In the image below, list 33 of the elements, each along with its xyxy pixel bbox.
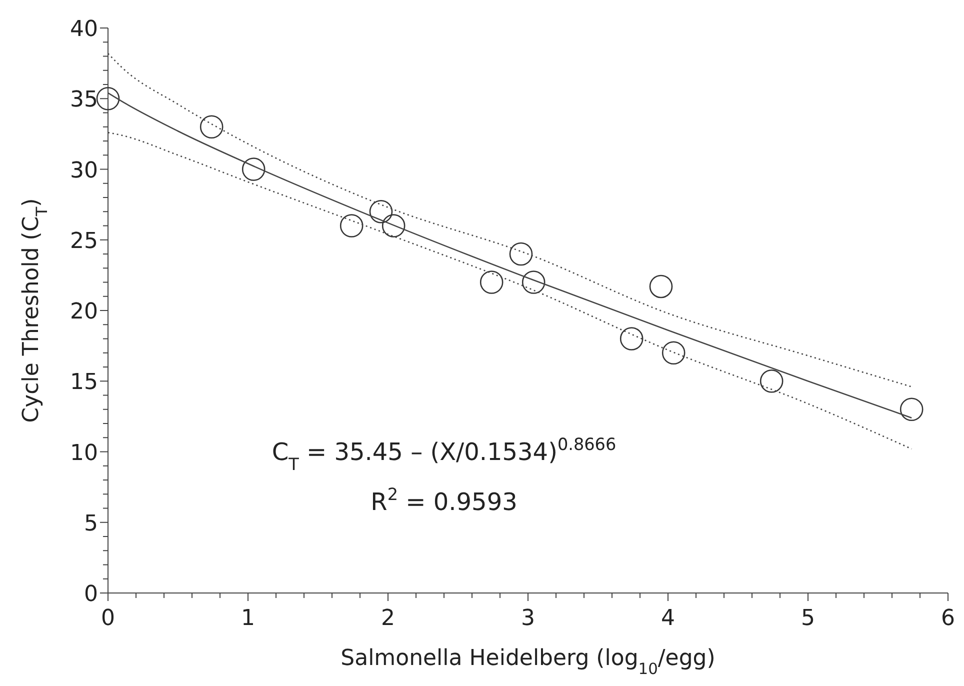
point xyxy=(96,86,120,110)
y-tick-label: 10 xyxy=(70,440,98,466)
point xyxy=(480,270,504,294)
y-tick-label: 5 xyxy=(84,511,98,536)
x-tick-label: 3 xyxy=(521,606,535,631)
point xyxy=(369,200,393,224)
point xyxy=(649,274,673,298)
annotation: C$_{T}$ = 35.45 – (X/0.1534)$^{0.8666}$ xyxy=(272,434,616,474)
point xyxy=(620,327,644,350)
x-tick-label: 6 xyxy=(941,606,955,631)
point xyxy=(200,115,224,139)
point xyxy=(662,341,686,365)
point xyxy=(382,214,406,238)
y-tick-label: 20 xyxy=(70,300,98,324)
y-tick-label: 30 xyxy=(70,158,98,184)
y-tick-label: 35 xyxy=(70,88,98,113)
x-tick-label: 5 xyxy=(801,606,815,631)
x-tick-label: 2 xyxy=(381,606,395,631)
y-tick-label: 0 xyxy=(84,582,98,607)
point xyxy=(760,369,784,393)
x-tick-label: 0 xyxy=(101,606,115,631)
point xyxy=(340,214,364,238)
point xyxy=(509,242,533,266)
y-tick-label: 25 xyxy=(70,228,98,254)
point xyxy=(522,270,546,294)
point xyxy=(900,398,924,422)
x-tick-label: 1 xyxy=(241,606,255,631)
annotation: R$^{2}$ = 0.9593 xyxy=(370,484,518,516)
point xyxy=(242,158,266,181)
x-tick-label: 4 xyxy=(661,606,675,631)
y-tick-label: 15 xyxy=(70,370,98,396)
y-tick-label: 40 xyxy=(70,17,98,42)
x-axis-title: Salmonella Heidelberg (log$_{10}$/egg) xyxy=(340,646,716,678)
